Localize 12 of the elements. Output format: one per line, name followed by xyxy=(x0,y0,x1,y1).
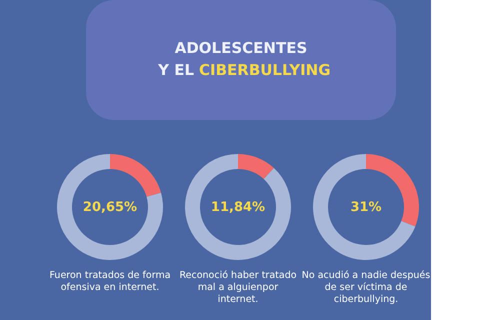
donut-slice xyxy=(185,154,291,260)
text: 20,65% xyxy=(82,200,138,215)
text: Reconoció haber tratado mal a alguienpor internet. xyxy=(179,270,297,305)
text: No acudió a nadie después de ser víctima de ciberbullying. xyxy=(302,270,430,305)
donut-slice xyxy=(57,154,163,260)
text: 31% xyxy=(350,200,382,215)
text: Fueron tratados de forma ofensiva en internet. xyxy=(49,270,171,293)
text: 11,84% xyxy=(210,200,266,215)
chart-title: ADOLESCENTES Y EL CIBERBULLYING xyxy=(157,39,331,79)
donut-slice xyxy=(313,154,416,260)
donut-slice xyxy=(238,154,274,180)
donut-slice xyxy=(110,154,162,197)
